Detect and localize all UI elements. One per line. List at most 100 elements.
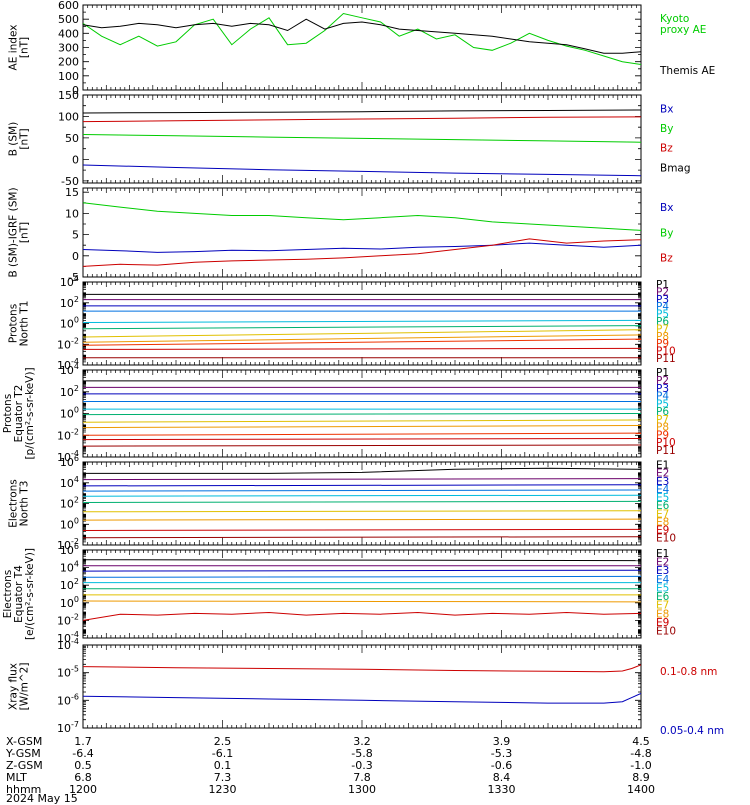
series-line-bz [83, 238, 641, 267]
ephemeris-value: -1.0 [630, 759, 651, 772]
y-tick-label: 500 [58, 13, 79, 26]
series-line-e2 [83, 478, 641, 481]
y-tick-label: 100 [60, 516, 79, 531]
legend-p7: P7 [656, 323, 669, 335]
y-ticks [83, 549, 641, 639]
legend-bz: Bz [660, 253, 673, 265]
legend-e4: E4 [656, 574, 670, 586]
legend-e10: E10 [656, 626, 676, 638]
y-tick-label: 10-4 [57, 630, 79, 645]
y-axis-title: ProtonsEquator T2[p/(cm²-s-sr-keV)] [2, 367, 36, 459]
y-tick-label: 200 [58, 56, 79, 69]
panel-frame [82, 94, 642, 184]
legend-e10: E10 [656, 533, 676, 545]
legend-p8: P8 [656, 422, 669, 434]
legend-bmag: Bmag [660, 162, 691, 174]
panel-frame [82, 644, 642, 729]
y-tick-label: 15 [65, 186, 79, 199]
panel-xray: 10-7 10-6 10-5 10-4 Xray flux[W/m^2] 0.1-0.8 … [8, 637, 725, 737]
ephemeris-value: 8.4 [493, 771, 511, 784]
time-ticks [82, 5, 642, 90]
ephemeris-value: 3.2 [353, 735, 371, 748]
y-tick-label: -5 [68, 271, 79, 284]
series-line-bz [83, 116, 641, 123]
ephemeris-label-mlt: MLT [6, 771, 27, 784]
legend-p9: P9 [656, 338, 669, 350]
y-tick-label: 106 [60, 454, 79, 469]
legend-e6: E6 [656, 500, 670, 512]
panel-pn: 10-4 10-2 100 102 104 ProtonsNorth T1 P1P2P3P4… [8, 274, 676, 372]
ephemeris-value: 7.8 [353, 771, 371, 784]
legend-e5: E5 [656, 582, 669, 594]
series-line-e8 [83, 600, 641, 603]
legend-e7: E7 [656, 508, 669, 520]
ephemeris-label-y-gsm: Y-GSM [6, 747, 41, 760]
y-axis-title: B (SM)[nT] [8, 122, 31, 156]
series-line-p8 [83, 425, 641, 429]
series-line-e8 [83, 518, 641, 521]
y-tick-label: 5 [72, 229, 79, 242]
legend-p9: P9 [656, 429, 669, 441]
series-line-kyoto-proxy-ae [83, 12, 641, 65]
legend-bz: Bz [660, 143, 673, 155]
series-line-e9 [83, 528, 641, 531]
series-line-0-1-0-8-nm [83, 664, 641, 673]
legend-by: By [660, 227, 673, 239]
panel-frame [82, 187, 642, 278]
y-tick-label: 106 [60, 542, 79, 557]
y-tick-label: 104 [60, 362, 79, 377]
time-ticks [82, 550, 642, 638]
legend-p3: P3 [656, 383, 669, 395]
y-tick-label: 102 [60, 384, 79, 399]
legend-themis-ae: Themis AE [659, 65, 715, 77]
legend-by: By [660, 123, 673, 135]
legend-e5: E5 [656, 492, 669, 504]
y-tick-label: 10-4 [57, 637, 79, 652]
panel-bsm: -50 0 50 100 150 B (SM)[nT] Bx By Bz Bmag [8, 89, 691, 188]
ephemeris-value: 0.1 [214, 759, 232, 772]
legend-e1: E1 [656, 548, 669, 560]
legend-0-05-0-4-nm: 0.05-0.4 nm [660, 725, 724, 737]
series-line-p7 [83, 329, 641, 338]
legend-kyoto-proxy-ae: Kyoto [660, 13, 689, 25]
time-ticks [82, 462, 642, 545]
series-line-bx [83, 242, 641, 253]
legend-e3: E3 [656, 565, 669, 577]
legend-p6: P6 [656, 316, 669, 328]
y-tick-label: 10-7 [57, 720, 79, 735]
ephemeris-value: -0.6 [491, 759, 512, 772]
ephemeris-value: 1.7 [74, 735, 92, 748]
y-ticks [83, 4, 641, 91]
ephemeris-label-hhmm: hhmm [6, 783, 42, 796]
ephemeris-value: 3.9 [493, 735, 511, 748]
legend-e4: E4 [656, 484, 670, 496]
y-tick-label: 100 [60, 316, 79, 331]
ephemeris-value: -5.8 [351, 747, 372, 760]
series-line-e1 [83, 559, 641, 562]
y-tick-label: 10-2 [57, 427, 79, 442]
series-line-p8 [83, 334, 641, 343]
legend-p11: P11 [656, 445, 676, 457]
y-tick-label: 10-4 [57, 449, 79, 464]
legend-e7: E7 [656, 600, 669, 612]
legend-p5: P5 [656, 309, 669, 321]
y-tick-label: 0 [72, 84, 79, 97]
series-line-by [83, 202, 641, 231]
time-ticks [82, 95, 642, 183]
ephemeris-values: 1.7-6.40.56.812002.5-6.10.17.312303.2-5.… [69, 735, 655, 796]
legend-p7: P7 [656, 414, 669, 426]
legend-e2: E2 [656, 468, 669, 480]
y-tick-label: 10-6 [57, 692, 79, 707]
ephemeris-value: -6.1 [212, 747, 233, 760]
y-tick-label: 10-4 [57, 357, 79, 372]
y-ticks [83, 644, 641, 729]
legend-p8: P8 [656, 331, 669, 343]
series-line-p5 [83, 319, 641, 323]
y-tick-label: 100 [58, 110, 79, 123]
y-tick-label: 104 [60, 560, 79, 575]
ephemeris-value: -6.4 [72, 747, 93, 760]
ephemeris-value: -0.3 [351, 759, 372, 772]
series-line-p9 [83, 432, 641, 436]
legend-p4: P4 [656, 391, 669, 403]
